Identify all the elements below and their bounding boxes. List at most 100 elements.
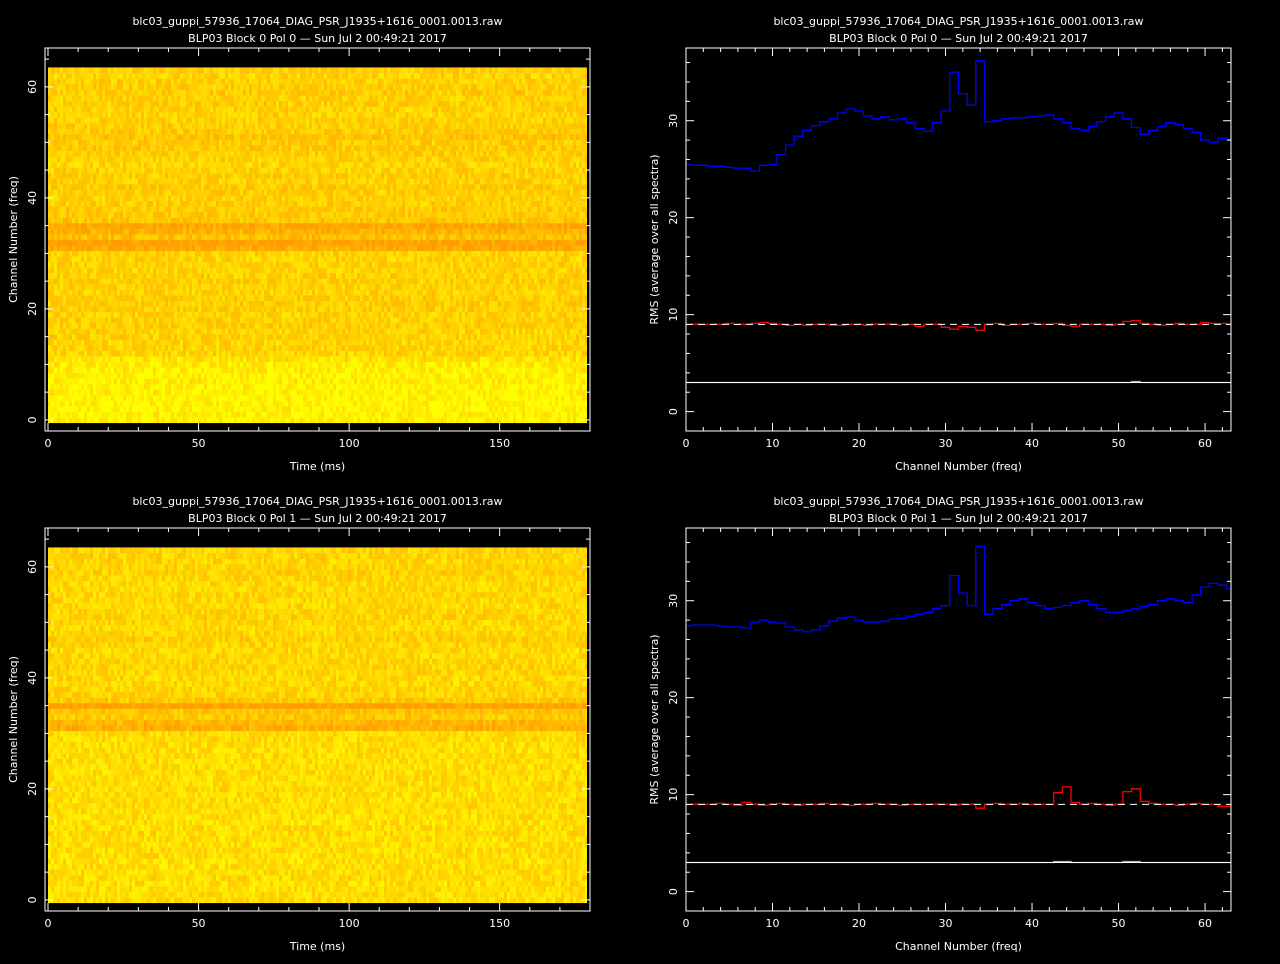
heatmap-cell xyxy=(519,333,522,340)
heatmap-cell xyxy=(297,356,300,363)
heatmap-cell xyxy=(297,278,300,285)
heatmap-cell xyxy=(507,311,510,318)
heatmap-cell xyxy=(282,361,285,368)
heatmap-cell xyxy=(480,317,483,324)
heatmap-cell xyxy=(441,378,444,385)
heatmap-cell xyxy=(432,406,435,412)
heatmap-cell xyxy=(369,328,372,335)
heatmap-cell xyxy=(276,406,279,412)
heatmap-cell xyxy=(564,417,567,424)
heatmap-cell xyxy=(312,295,315,301)
heatmap-cell xyxy=(153,317,156,324)
heatmap-cell xyxy=(216,339,219,346)
heatmap-cell xyxy=(48,350,51,357)
heatmap-cell xyxy=(558,295,561,301)
heatmap-cell xyxy=(321,339,324,346)
heatmap-cell xyxy=(555,411,558,418)
heatmap-cell xyxy=(63,317,66,324)
heatmap-cell xyxy=(558,367,561,374)
heatmap-cell xyxy=(207,378,210,385)
heatmap-cell xyxy=(537,383,540,390)
heatmap-cell xyxy=(339,344,342,351)
heatmap-cell xyxy=(489,306,492,313)
heatmap-cell xyxy=(81,400,84,407)
heatmap-cell xyxy=(108,295,111,301)
heatmap-cell xyxy=(117,283,120,290)
heatmap-cell xyxy=(555,289,558,296)
heatmap-cell xyxy=(528,356,531,363)
heatmap-cell xyxy=(267,278,270,285)
heatmap-cell xyxy=(345,383,348,390)
heatmap-cell xyxy=(156,333,159,340)
heatmap-cell xyxy=(81,300,84,307)
heatmap-cell xyxy=(153,411,156,418)
heatmap-cell xyxy=(522,367,525,374)
heatmap-cell xyxy=(189,372,192,379)
heatmap-cell xyxy=(114,372,117,379)
heatmap-cell xyxy=(282,289,285,296)
heatmap-cell xyxy=(201,367,204,374)
heatmap-cell xyxy=(516,406,519,412)
heatmap-cell xyxy=(540,300,543,307)
heatmap-cell xyxy=(51,350,54,357)
heatmap-cell xyxy=(516,328,519,335)
heatmap-cell xyxy=(384,406,387,412)
heatmap-cell xyxy=(309,328,312,335)
heatmap-cell xyxy=(258,400,261,407)
heatmap-cell xyxy=(189,383,192,390)
heatmap-cell xyxy=(537,372,540,379)
heatmap-cell xyxy=(579,367,582,374)
heatmap-cell xyxy=(210,272,213,279)
heatmap-cell xyxy=(396,389,399,396)
heatmap-cell xyxy=(483,333,486,340)
heatmap-cell xyxy=(222,344,225,351)
heatmap-cell xyxy=(234,306,237,313)
heatmap-cell xyxy=(333,411,336,418)
heatmap-cell xyxy=(144,361,147,368)
heatmap-cell xyxy=(195,389,198,396)
heatmap-cell xyxy=(276,400,279,407)
heatmap-cell xyxy=(132,356,135,363)
heatmap-cell xyxy=(495,317,498,324)
heatmap-cell xyxy=(336,400,339,407)
heatmap-cell xyxy=(57,394,60,401)
heatmap-cell xyxy=(558,372,561,379)
heatmap-cell xyxy=(273,356,276,363)
heatmap-cell xyxy=(453,333,456,340)
heatmap-cell xyxy=(480,367,483,374)
heatmap-cell xyxy=(90,322,93,329)
heatmap-cell xyxy=(318,389,321,396)
heatmap-cell xyxy=(312,417,315,424)
heatmap-cell xyxy=(264,333,267,340)
heatmap-cell xyxy=(579,400,582,407)
heatmap-cell xyxy=(468,317,471,324)
heatmap-cell xyxy=(432,322,435,329)
heatmap-cell xyxy=(138,272,141,279)
heatmap-cell xyxy=(252,289,255,296)
heatmap-cell xyxy=(513,295,516,301)
heatmap-cell xyxy=(177,383,180,390)
heatmap-cell xyxy=(132,278,135,285)
heatmap-cell xyxy=(408,367,411,374)
heatmap-cell xyxy=(72,295,75,301)
heatmap-cell xyxy=(579,411,582,418)
heatmap-cell xyxy=(525,356,528,363)
heatmap-cell xyxy=(375,372,378,379)
heatmap-cell xyxy=(231,367,234,374)
heatmap-cell xyxy=(309,394,312,401)
heatmap-cell xyxy=(369,283,372,290)
heatmap-cell xyxy=(102,306,105,313)
heatmap-cell xyxy=(123,311,126,318)
heatmap-cell xyxy=(66,300,69,307)
heatmap-cell xyxy=(315,306,318,313)
heatmap-cell xyxy=(492,311,495,318)
heatmap-cell xyxy=(126,372,129,379)
heatmap-cell xyxy=(399,400,402,407)
heatmap-cell xyxy=(99,356,102,363)
heatmap-cell xyxy=(174,295,177,301)
heatmap-cell xyxy=(177,400,180,407)
heatmap-cell xyxy=(93,356,96,363)
heatmap-cell xyxy=(240,367,243,374)
heatmap-cell xyxy=(492,278,495,285)
heatmap-cell xyxy=(231,389,234,396)
